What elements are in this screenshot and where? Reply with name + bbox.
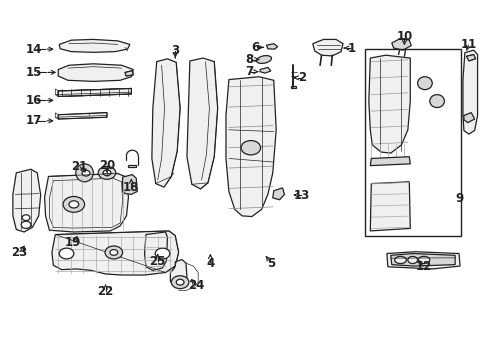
Polygon shape bbox=[170, 260, 186, 286]
Ellipse shape bbox=[417, 77, 431, 90]
Text: 8: 8 bbox=[245, 53, 253, 66]
Text: 10: 10 bbox=[395, 30, 412, 43]
Ellipse shape bbox=[22, 215, 30, 221]
Text: 18: 18 bbox=[123, 181, 139, 194]
Ellipse shape bbox=[417, 256, 429, 264]
Polygon shape bbox=[52, 231, 178, 275]
Polygon shape bbox=[368, 55, 409, 153]
Ellipse shape bbox=[59, 248, 74, 259]
Text: 24: 24 bbox=[188, 279, 204, 292]
Ellipse shape bbox=[63, 197, 84, 212]
Ellipse shape bbox=[394, 256, 406, 264]
Text: 14: 14 bbox=[25, 42, 42, 55]
Text: 9: 9 bbox=[454, 192, 462, 205]
Polygon shape bbox=[266, 44, 277, 49]
Text: 2: 2 bbox=[297, 71, 305, 84]
Polygon shape bbox=[58, 89, 131, 96]
Polygon shape bbox=[13, 169, 41, 232]
Ellipse shape bbox=[110, 249, 118, 255]
Polygon shape bbox=[369, 157, 409, 166]
Text: 5: 5 bbox=[266, 257, 275, 270]
Text: 3: 3 bbox=[171, 44, 179, 57]
Ellipse shape bbox=[407, 256, 417, 264]
Text: 15: 15 bbox=[25, 66, 42, 79]
Polygon shape bbox=[58, 89, 131, 96]
Polygon shape bbox=[122, 175, 137, 194]
Polygon shape bbox=[386, 252, 459, 269]
Polygon shape bbox=[391, 39, 410, 50]
Polygon shape bbox=[186, 58, 217, 189]
Ellipse shape bbox=[98, 166, 116, 179]
Text: 21: 21 bbox=[71, 160, 88, 173]
Text: 12: 12 bbox=[415, 260, 431, 273]
Polygon shape bbox=[144, 232, 167, 270]
Ellipse shape bbox=[176, 279, 183, 285]
Polygon shape bbox=[291, 86, 296, 88]
Text: 6: 6 bbox=[251, 41, 259, 54]
Ellipse shape bbox=[256, 55, 271, 63]
Ellipse shape bbox=[155, 248, 169, 259]
Text: 23: 23 bbox=[11, 246, 27, 259]
Polygon shape bbox=[58, 64, 133, 81]
Bar bbox=[365, 49, 460, 235]
Polygon shape bbox=[260, 67, 270, 73]
Polygon shape bbox=[125, 71, 133, 76]
Ellipse shape bbox=[105, 246, 122, 259]
Ellipse shape bbox=[82, 170, 90, 176]
Polygon shape bbox=[128, 165, 136, 167]
Ellipse shape bbox=[21, 221, 31, 228]
Ellipse shape bbox=[241, 140, 260, 155]
Text: 20: 20 bbox=[99, 159, 115, 172]
Polygon shape bbox=[58, 113, 107, 119]
Polygon shape bbox=[225, 77, 276, 217]
Ellipse shape bbox=[76, 164, 93, 182]
Text: 7: 7 bbox=[245, 65, 253, 78]
Polygon shape bbox=[463, 113, 474, 123]
Polygon shape bbox=[369, 182, 409, 231]
Polygon shape bbox=[59, 40, 130, 52]
Text: 19: 19 bbox=[64, 236, 81, 249]
Ellipse shape bbox=[69, 201, 79, 208]
Ellipse shape bbox=[429, 95, 444, 108]
Text: 13: 13 bbox=[293, 189, 309, 202]
Ellipse shape bbox=[171, 276, 188, 289]
Ellipse shape bbox=[103, 170, 111, 176]
Text: 11: 11 bbox=[460, 38, 476, 51]
Text: 16: 16 bbox=[25, 94, 42, 107]
Polygon shape bbox=[462, 50, 477, 134]
Text: 1: 1 bbox=[347, 41, 355, 54]
Polygon shape bbox=[152, 59, 180, 187]
Text: 4: 4 bbox=[206, 257, 214, 270]
Text: 22: 22 bbox=[97, 285, 113, 298]
Polygon shape bbox=[466, 54, 475, 61]
Text: 17: 17 bbox=[26, 114, 42, 127]
Text: 25: 25 bbox=[149, 255, 165, 268]
Polygon shape bbox=[272, 188, 284, 200]
Polygon shape bbox=[44, 174, 128, 232]
Polygon shape bbox=[312, 40, 342, 56]
Polygon shape bbox=[390, 253, 454, 266]
